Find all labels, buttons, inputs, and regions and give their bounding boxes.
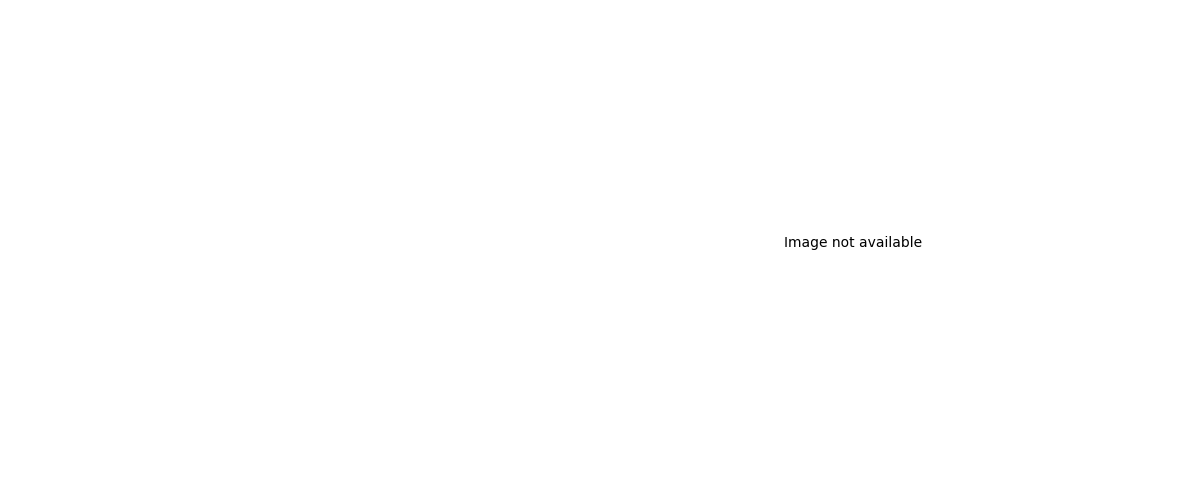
Text: Image not available: Image not available (784, 236, 921, 249)
Text: Image not available: Image not available (171, 236, 309, 250)
